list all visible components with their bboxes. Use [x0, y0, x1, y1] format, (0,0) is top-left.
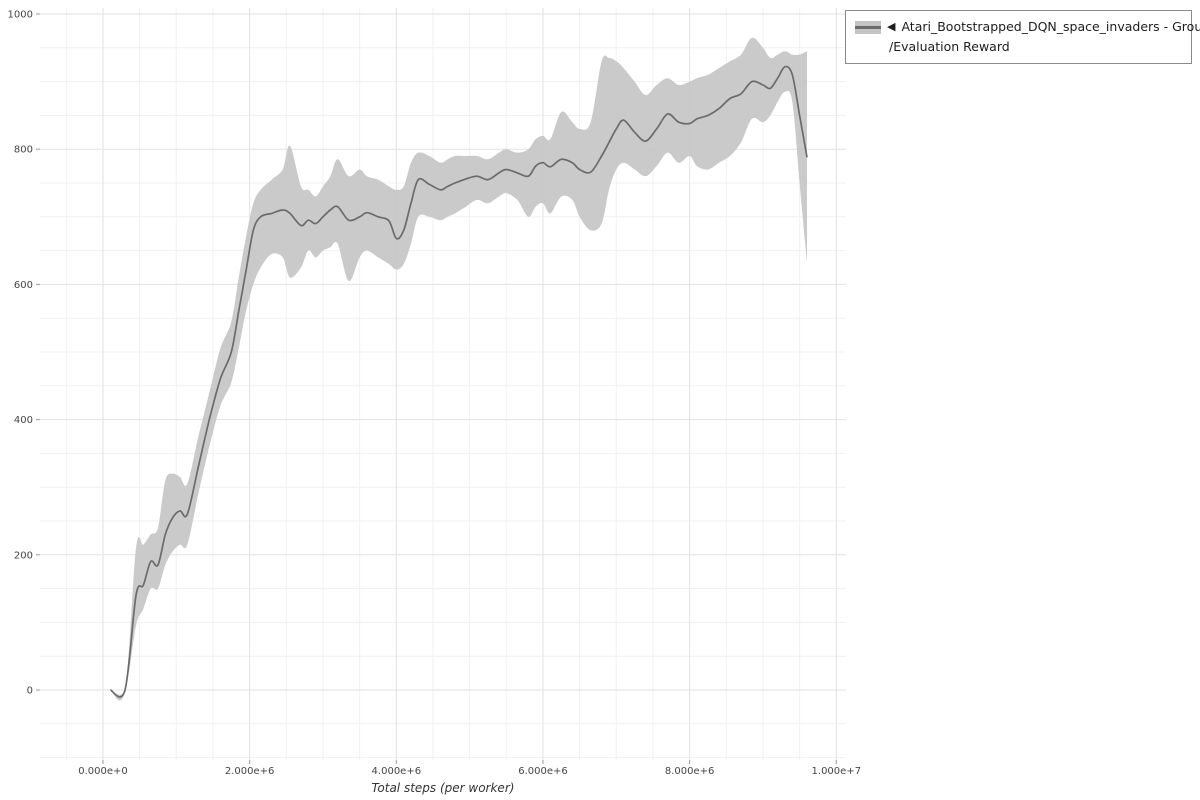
- y-axis-tick-labels: 0 200 400 600 800 1000: [8, 10, 33, 697]
- confidence-band: [110, 37, 808, 701]
- mean-line: [109, 65, 808, 698]
- legend-metric-label: /Evaluation Reward: [889, 39, 1010, 55]
- series-swatch-line-icon: [855, 25, 881, 29]
- y-tick-label: 600: [14, 280, 33, 291]
- y-tick-label: 800: [14, 145, 33, 156]
- mean-line-group: [109, 65, 808, 698]
- series-swatch-icon: [855, 20, 881, 34]
- x-axis-tick-labels: 0.000e+0 2.000e+6 4.000e+6 6.000e+6 8.000e+6…: [78, 766, 861, 777]
- x-tick-label: 4.000e+6: [372, 766, 422, 777]
- confidence-band-group: [110, 37, 808, 701]
- y-tick-label: 1000: [8, 10, 33, 21]
- legend-series-label: Atari_Bootstrapped_DQN_space_invaders - …: [901, 19, 1200, 34]
- legend-item[interactable]: ◀ Atari_Bootstrapped_DQN_space_invaders …: [855, 18, 1200, 36]
- axis-tick-marks: [36, 13, 837, 764]
- collapse-triangle-icon[interactable]: ◀: [887, 20, 896, 34]
- x-axis-title: Total steps (per worker): [372, 781, 515, 795]
- y-tick-label: 400: [14, 415, 33, 426]
- legend: ◀ Atari_Bootstrapped_DQN_space_invaders …: [845, 10, 1200, 65]
- x-tick-label: 6.000e+6: [518, 766, 568, 777]
- x-tick-label: 8.000e+6: [665, 766, 715, 777]
- x-tick-label: 2.000e+6: [225, 766, 275, 777]
- x-tick-label: 0.000e+0: [78, 766, 128, 777]
- y-tick-label: 0: [27, 686, 33, 697]
- major-gridlines: [40, 8, 846, 760]
- y-tick-label: 200: [14, 550, 33, 561]
- x-tick-label: 1.000e+7: [812, 766, 862, 777]
